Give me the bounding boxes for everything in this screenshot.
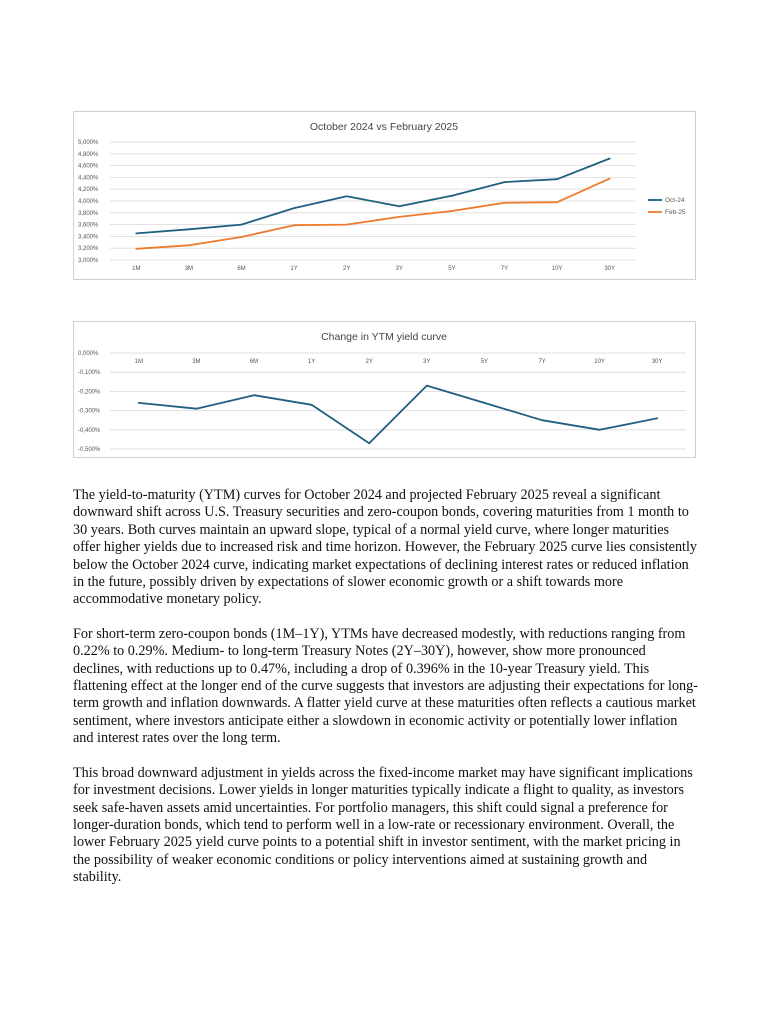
chart1-title: October 2024 vs February 2025 bbox=[310, 121, 458, 133]
chart2-data-point bbox=[310, 403, 313, 406]
chart1-y-tick-label: 5,000% bbox=[78, 140, 99, 146]
chart2-y-tick-label: -0,300% bbox=[78, 409, 101, 415]
chart1-y-tick-label: 3,800% bbox=[78, 211, 99, 217]
chart1-data-point bbox=[293, 224, 295, 227]
chart2-x-tick-label: 7Y bbox=[538, 359, 545, 365]
chart2-y-tick-label: -0,500% bbox=[78, 447, 101, 453]
chart1-data-point bbox=[451, 210, 453, 212]
chart1-y-tick-label: 3,400% bbox=[78, 234, 99, 240]
ytm-change-svg: Change in YTM yield curve 0,000% -0,100% -0… bbox=[78, 331, 686, 453]
chart1-y-tick-label: 3,000% bbox=[78, 258, 99, 264]
chart2-data-point bbox=[598, 428, 601, 431]
chart2-y-tick-label: -0,100% bbox=[78, 370, 101, 376]
chart1-data-point bbox=[503, 201, 506, 204]
chart2-title: Change in YTM yield curve bbox=[321, 331, 447, 343]
chart1-y-tick-label: 4,400% bbox=[78, 175, 99, 181]
chart1-data-point bbox=[398, 216, 401, 218]
chart1-data-point bbox=[293, 207, 295, 209]
chart1-data-point bbox=[135, 247, 138, 250]
chart1-data-point bbox=[556, 201, 558, 204]
chart1-series-line-oct-24 bbox=[136, 157, 611, 235]
chart2-data-point bbox=[253, 394, 255, 397]
chart2-y-tick-label: -0,200% bbox=[78, 389, 101, 395]
chart1-data-point bbox=[240, 236, 243, 238]
paragraph-2: For short-term zero-coupon bonds (1M–1Y)… bbox=[73, 625, 698, 747]
chart1-data-point bbox=[345, 195, 348, 198]
yield-curve-comparison-chart: October 2024 vs February 2025 5,000% 4,800… bbox=[73, 111, 696, 280]
chart1-data-point bbox=[451, 194, 453, 197]
chart1-data-point bbox=[503, 181, 506, 184]
chart1-data-point bbox=[188, 244, 190, 247]
chart1-data-point bbox=[240, 223, 243, 226]
analysis-text: The yield-to-maturity (YTM) curves for O… bbox=[73, 487, 698, 904]
chart2-y-tick-label: 0,000% bbox=[78, 351, 99, 357]
chart2-data-point bbox=[541, 419, 543, 422]
chart1-y-tick-label: 4,600% bbox=[78, 164, 99, 170]
chart1-x-tick-label: 7Y bbox=[501, 266, 508, 272]
chart2-data-point bbox=[137, 402, 140, 404]
chart2-data-point bbox=[483, 402, 486, 404]
chart1-y-tick-label: 3,600% bbox=[78, 223, 99, 229]
chart2-data-point bbox=[195, 407, 198, 410]
chart2-x-tick-label: 3Y bbox=[423, 359, 430, 365]
chart2-data-point bbox=[656, 417, 659, 420]
chart1-x-tick-label: 5Y bbox=[448, 266, 455, 272]
chart2-x-tick-label: 30Y bbox=[652, 359, 663, 365]
chart1-series-line-feb-25 bbox=[136, 177, 611, 250]
paragraph-3: This broad downward adjustment in yields… bbox=[73, 764, 693, 886]
chart1-data-point bbox=[608, 157, 611, 160]
chart2-data-point bbox=[368, 442, 371, 445]
chart1-data-point bbox=[556, 178, 558, 181]
chart1-x-tick-label: 3M bbox=[185, 266, 193, 272]
chart1-y-tick-label: 3,200% bbox=[78, 246, 99, 252]
chart1-y-tick-label: 4,200% bbox=[78, 187, 99, 193]
chart2-x-tick-label: 2Y bbox=[366, 359, 373, 365]
yield-curve-comparison-svg: October 2024 vs February 2025 5,000% 4,800… bbox=[78, 121, 686, 272]
chart1-x-tick-label: 6M bbox=[237, 266, 245, 272]
chart1-data-point bbox=[188, 228, 190, 231]
chart1-data-point bbox=[345, 223, 348, 226]
chart1-x-tick-label: 2Y bbox=[343, 266, 350, 272]
legend-label-oct-24: Oct-24 bbox=[665, 197, 685, 204]
chart2-y-tick-label: -0,400% bbox=[78, 428, 101, 434]
paragraph-1: The yield-to-maturity (YTM) curves for O… bbox=[73, 487, 698, 608]
ytm-change-chart: Change in YTM yield curve 0,000% -0,100% -0… bbox=[73, 321, 696, 458]
chart1-x-tick-label: 3Y bbox=[396, 266, 403, 272]
chart2-x-tick-label: 6M bbox=[250, 359, 258, 365]
chart1-x-tick-label: 10Y bbox=[552, 266, 563, 272]
chart1-data-point bbox=[135, 232, 138, 235]
chart1-data-point bbox=[608, 177, 611, 180]
legend-label-feb-25: Feb-25 bbox=[665, 209, 686, 216]
chart2-x-tick-label: 3M bbox=[192, 359, 200, 365]
chart1-x-tick-label: 1M bbox=[132, 266, 140, 272]
chart2-x-tick-label: 1Y bbox=[308, 359, 315, 365]
chart2-series-line-0 bbox=[138, 384, 658, 445]
chart1-x-tick-label: 1Y bbox=[290, 266, 297, 272]
chart1-data-point bbox=[398, 205, 401, 208]
chart2-x-tick-label: 5Y bbox=[481, 359, 488, 365]
chart2-data-point bbox=[425, 384, 428, 387]
chart1-y-tick-label: 4,800% bbox=[78, 152, 99, 158]
chart2-x-tick-label: 10Y bbox=[594, 359, 605, 365]
chart1-x-tick-label: 30Y bbox=[604, 266, 615, 272]
chart1-y-tick-label: 4,000% bbox=[78, 199, 99, 205]
chart2-x-tick-label: 1M bbox=[135, 359, 143, 365]
